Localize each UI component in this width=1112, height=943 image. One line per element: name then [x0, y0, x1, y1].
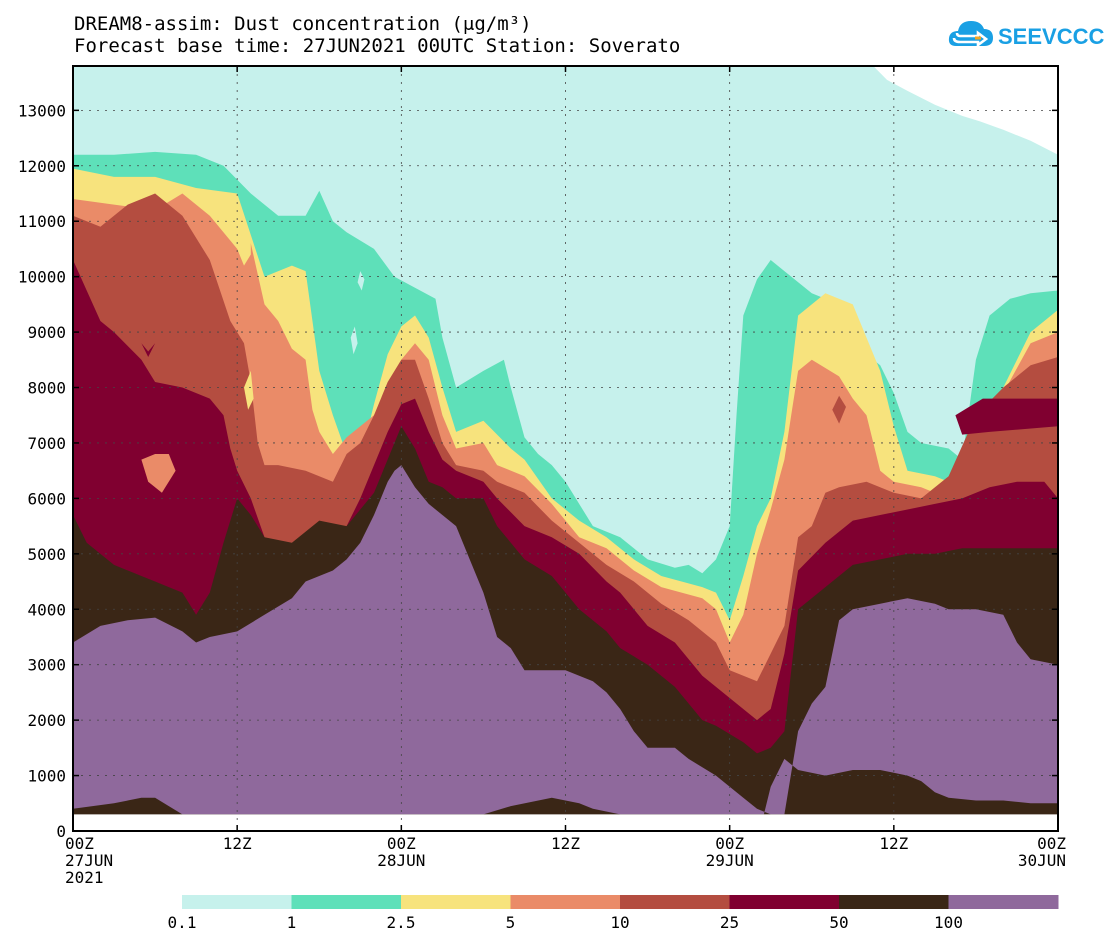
- contour-band-7: [73, 465, 1058, 815]
- x-tick-label-6-0: 00Z: [1037, 834, 1066, 853]
- legend-swatch-0: [182, 895, 292, 909]
- y-tick-label-0: 0: [56, 822, 66, 841]
- y-tick-label-13: 13000: [18, 101, 66, 120]
- cloud-arrow-icon: [948, 21, 993, 48]
- y-tick-label-5: 5000: [27, 545, 66, 564]
- x-tick-label-1-0: 12Z: [223, 834, 252, 853]
- x-tick-label-0-1: 27JUN: [65, 851, 113, 870]
- y-tick-label-6: 6000: [27, 489, 66, 508]
- colorbar-legend: 0.1 1 2.5 5 10 25 50 100: [168, 895, 1059, 932]
- chart-title: DREAM8-assim: Dust concentration (μg/m³): [74, 13, 532, 35]
- contour-patches: [141, 226, 1058, 493]
- legend-swatch-5: [729, 895, 840, 909]
- y-axis: 0 1000 2000 3000 4000 5000 6000 7000 8000 9000 100…: [18, 101, 1058, 841]
- x-tick-label-0-2: 2021: [65, 868, 104, 887]
- x-tick-label-3-0: 12Z: [551, 834, 580, 853]
- contour-fills: [73, 66, 1058, 832]
- y-tick-label-7: 7000: [27, 434, 66, 453]
- legend-level-7: 100: [934, 913, 963, 932]
- contour-patch-4: [237, 226, 251, 266]
- ground-mask: [73, 814, 1058, 831]
- legend-level-2: 2.5: [387, 913, 416, 932]
- legend-level-5: 25: [720, 913, 739, 932]
- contour-patch-3: [141, 454, 176, 493]
- y-tick-label-10: 10000: [18, 268, 66, 287]
- legend-swatch-6: [839, 895, 949, 909]
- legend-level-0: 0.1: [168, 913, 197, 932]
- legend-level-1: 1: [287, 913, 297, 932]
- x-tick-label-2-0: 00Z: [387, 834, 416, 853]
- legend-swatch-7: [948, 895, 1059, 909]
- legend-swatch-4: [620, 895, 730, 909]
- x-tick-label-2-1: 28JUN: [377, 851, 425, 870]
- contour-patch-7: [357, 271, 365, 291]
- legend-swatch-2: [401, 895, 511, 909]
- y-tick-label-12: 12000: [18, 157, 66, 176]
- contour-patch-1: [832, 395, 846, 424]
- x-tick-label-4-0: 00Z: [715, 834, 744, 853]
- x-tick-label-4-1: 29JUN: [706, 851, 754, 870]
- x-tick-label-6-1: 30JUN: [1018, 851, 1066, 870]
- x-tick-label-5-0: 12Z: [879, 834, 908, 853]
- legend-swatch-1: [291, 895, 402, 909]
- y-tick-label-2: 2000: [27, 711, 66, 730]
- legend-swatch-3: [510, 895, 621, 909]
- logo-text: SEEVCCC: [998, 24, 1105, 49]
- contour-patch-2: [955, 398, 1058, 435]
- y-tick-label-4: 4000: [27, 600, 66, 619]
- legend-level-3: 5: [506, 913, 516, 932]
- contour-patch-6: [353, 254, 370, 288]
- chart-subtitle: Forecast base time: 27JUN2021 00UTC Stat…: [74, 35, 681, 57]
- legend-level-4: 10: [610, 913, 629, 932]
- contour-patch-5: [244, 370, 254, 410]
- y-tick-label-9: 9000: [27, 323, 66, 342]
- y-tick-label-3: 3000: [27, 656, 66, 675]
- y-tick-label-8: 8000: [27, 379, 66, 398]
- contour-patch-8: [350, 326, 358, 355]
- contour-patch-0: [141, 343, 156, 357]
- seevccc-logo: SEEVCCC: [948, 16, 1104, 58]
- y-tick-label-11: 11000: [18, 212, 66, 231]
- legend-level-6: 50: [829, 913, 848, 932]
- x-tick-label-0-0: 00Z: [65, 834, 94, 853]
- y-tick-label-1: 1000: [27, 767, 66, 786]
